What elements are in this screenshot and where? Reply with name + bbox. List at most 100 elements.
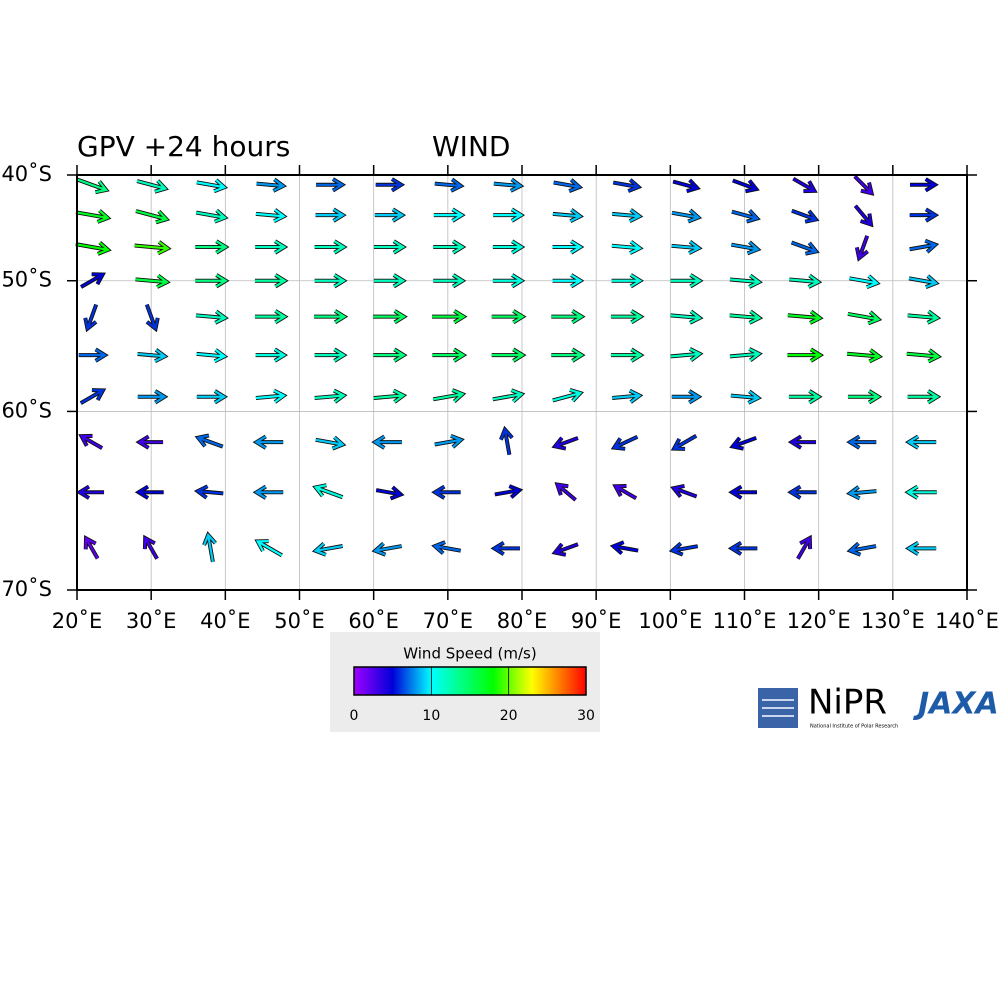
wind-arrow [433, 273, 467, 289]
arrow-fill [670, 542, 698, 556]
wind-arrow [431, 540, 462, 555]
wind-arrow [83, 303, 99, 333]
arrow-fill [136, 179, 168, 193]
x-tick-label: 110˚E [713, 609, 777, 633]
wind-arrow [907, 309, 942, 325]
wind-arrow [315, 435, 347, 451]
arrow-fill [906, 485, 937, 499]
arrow-fill [79, 434, 103, 450]
wind-arrow [612, 484, 638, 500]
wind-arrow [610, 347, 645, 363]
arrow-fill [612, 435, 638, 450]
arrow-fill [256, 178, 286, 192]
arrow-fill [552, 240, 583, 254]
wind-arrow [853, 174, 875, 196]
arrow-fill [433, 208, 464, 222]
arrow-fill [375, 486, 403, 500]
wind-arrow [552, 239, 585, 255]
wind-arrow [373, 347, 408, 363]
colorbar-tick-label: 20 [500, 708, 518, 724]
arrow-fill [551, 309, 584, 324]
x-tick-label: 100˚E [638, 609, 702, 633]
arrow-fill [907, 390, 940, 404]
wind-arrow [254, 273, 289, 289]
arrow-fill [195, 485, 224, 499]
arrow-fill [255, 540, 283, 557]
wind-arrow [80, 272, 106, 289]
wind-arrow [552, 273, 585, 289]
arrow-fill [316, 178, 345, 192]
wind-arrow [846, 434, 877, 450]
wind-arrow [134, 484, 164, 500]
wind-arrow [791, 208, 820, 224]
nipr-text: NiPR [808, 683, 887, 723]
wind-arrow [490, 540, 520, 556]
arrow-fill [610, 309, 643, 324]
arrow-fill [254, 309, 287, 324]
x-tick-label: 20˚E [52, 609, 103, 633]
wind-arrow [670, 347, 704, 363]
wind-arrow [671, 240, 703, 255]
arrow-fill [854, 205, 873, 227]
x-tick-label: 130˚E [861, 609, 925, 633]
arrow-fill [195, 240, 228, 254]
arrow-fill [791, 241, 819, 255]
wind-arrow [906, 348, 943, 364]
wind-arrow [314, 388, 348, 404]
axis-labels: 20˚E 30˚E 40˚E 50˚E 60˚E 70˚E 80˚E 90˚E 100˚E 110… [1, 162, 998, 633]
arrow-fill [611, 274, 643, 288]
arrow-fill [375, 178, 404, 192]
wind-arrow [75, 209, 112, 224]
arrow-fill [77, 485, 105, 499]
arrow-fill [373, 309, 407, 324]
arrow-fill [143, 536, 159, 560]
arrow-fill [432, 389, 465, 403]
wind-arrow [195, 208, 229, 224]
wind-arrow [787, 309, 824, 325]
wind-arrow [492, 239, 526, 255]
wind-arrow [255, 239, 289, 255]
wind-arrow [196, 348, 229, 364]
arrow-fill [75, 209, 110, 223]
arrow-fill [552, 274, 583, 288]
wind-arrow [730, 240, 762, 256]
arrow-fill [788, 485, 817, 499]
arrow-fill [373, 274, 406, 288]
wind-arrow [907, 389, 942, 405]
wind-arrow [136, 179, 169, 194]
wind-arrow [909, 207, 940, 223]
wind-arrow [552, 208, 584, 224]
colorbar-ticks: 0 10 20 30 [350, 667, 595, 724]
arrow-fill [254, 485, 284, 499]
wind-arrow [79, 388, 107, 405]
wind-arrow [373, 273, 407, 289]
arrow-fill [613, 178, 641, 193]
arrow-fill [551, 348, 584, 362]
arrow-fill [134, 241, 170, 255]
arrow-fill [373, 542, 402, 556]
wind-arrow [904, 434, 937, 450]
nipr-subtext: National Institute of Polar Research [810, 724, 898, 730]
wind-arrow [671, 389, 703, 405]
wind-arrow [373, 309, 408, 325]
arrow-fill [196, 348, 227, 363]
wind-arrow [316, 177, 347, 193]
wind-arrow [610, 434, 639, 451]
arrow-fill [906, 435, 937, 449]
arrow-fill [493, 178, 523, 192]
arrow-fill [853, 175, 874, 195]
wind-arrow [609, 540, 639, 556]
arrow-fill [670, 347, 702, 362]
arrow-fill [434, 178, 463, 192]
wind-arrow [255, 388, 288, 404]
wind-arrow [670, 434, 698, 451]
arrow-fill [553, 178, 582, 193]
wind-arrow [311, 541, 344, 557]
wind-arrow [371, 434, 402, 450]
arrow-fill [909, 239, 938, 253]
arrow-fill [670, 274, 702, 288]
wind-arrow [553, 178, 584, 193]
arrow-fill [254, 435, 284, 449]
arrow-fill [671, 240, 701, 255]
